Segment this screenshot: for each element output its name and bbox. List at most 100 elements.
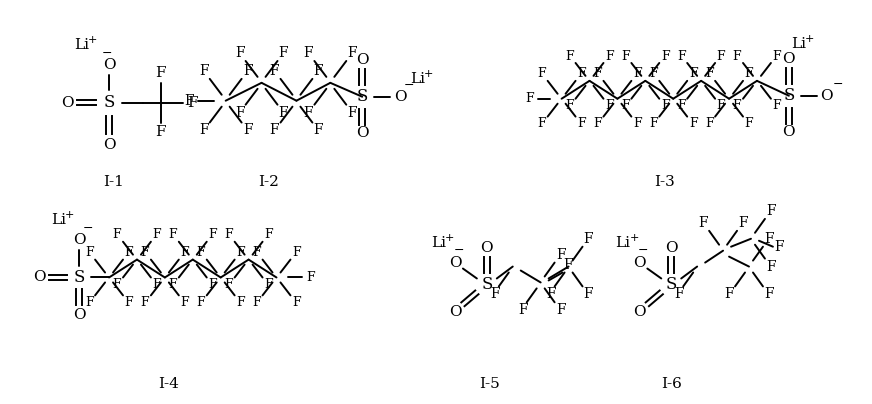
Text: O: O (480, 241, 494, 255)
Text: F: F (303, 105, 313, 120)
Text: F: F (717, 99, 726, 112)
Text: F: F (565, 99, 574, 112)
Text: I-3: I-3 (654, 175, 675, 189)
Text: F: F (766, 259, 776, 274)
Text: F: F (208, 278, 217, 291)
Text: F: F (739, 216, 748, 230)
Text: F: F (555, 248, 565, 262)
Text: Li: Li (74, 38, 89, 52)
Text: F: F (725, 287, 734, 301)
Text: F: F (732, 99, 741, 112)
Text: I-2: I-2 (258, 175, 279, 189)
Text: O: O (821, 89, 833, 103)
Text: S: S (665, 276, 677, 293)
Text: I-6: I-6 (661, 377, 682, 391)
Text: O: O (61, 96, 73, 110)
Text: F: F (555, 303, 565, 317)
Text: F: F (633, 67, 642, 80)
Text: F: F (764, 287, 773, 301)
Text: −: − (833, 78, 843, 91)
Text: F: F (242, 64, 252, 78)
Text: O: O (782, 52, 795, 66)
Text: F: F (773, 99, 781, 112)
Text: F: F (698, 216, 708, 230)
Text: F: F (279, 46, 289, 60)
Text: F: F (766, 204, 776, 218)
Text: I-1: I-1 (104, 175, 125, 189)
Text: F: F (593, 67, 602, 80)
Text: F: F (196, 296, 205, 309)
Text: F: F (306, 271, 315, 284)
Text: F: F (774, 240, 784, 254)
Text: F: F (184, 94, 194, 108)
Text: F: F (674, 287, 684, 301)
Text: O: O (782, 126, 795, 139)
Text: S: S (104, 94, 115, 111)
Text: F: F (199, 64, 208, 78)
Text: F: F (649, 67, 657, 80)
Text: F: F (181, 296, 189, 309)
Text: +: + (88, 35, 98, 45)
Text: F: F (347, 46, 357, 60)
Text: F: F (252, 246, 261, 259)
Text: F: F (621, 50, 630, 63)
Text: Li: Li (616, 236, 630, 250)
Text: F: F (112, 278, 121, 291)
Text: O: O (103, 58, 115, 72)
Text: O: O (633, 305, 645, 319)
Text: F: F (112, 228, 121, 241)
Text: F: F (577, 117, 586, 130)
Text: F: F (677, 50, 685, 63)
Text: F: F (85, 246, 93, 259)
Text: F: F (745, 67, 753, 80)
Text: F: F (689, 67, 698, 80)
Text: F: F (518, 303, 528, 317)
Text: F: F (181, 246, 189, 259)
Text: I-4: I-4 (159, 377, 180, 391)
Text: −: − (638, 244, 649, 257)
Text: F: F (764, 232, 773, 246)
Text: F: F (235, 105, 244, 120)
Text: F: F (224, 278, 233, 291)
Text: F: F (689, 117, 698, 130)
Text: F: F (279, 105, 289, 120)
Text: +: + (805, 34, 814, 44)
Text: −: − (83, 222, 93, 235)
Text: F: F (526, 92, 534, 105)
Text: F: F (269, 64, 279, 78)
Text: F: F (236, 296, 245, 309)
Text: I-5: I-5 (480, 377, 501, 391)
Text: F: F (199, 124, 208, 137)
Text: S: S (783, 87, 794, 104)
Text: F: F (236, 246, 245, 259)
Text: O: O (394, 90, 406, 104)
Text: +: + (445, 233, 454, 243)
Text: F: F (196, 246, 205, 259)
Text: F: F (208, 228, 217, 241)
Text: F: F (605, 99, 614, 112)
Text: F: F (577, 67, 586, 80)
Text: F: F (661, 50, 670, 63)
Text: F: F (661, 99, 670, 112)
Text: F: F (546, 287, 555, 301)
Text: F: F (292, 246, 301, 259)
Text: F: F (85, 296, 93, 309)
Text: O: O (73, 308, 85, 322)
Text: O: O (33, 270, 45, 284)
Text: F: F (155, 126, 167, 139)
Text: F: F (583, 287, 593, 301)
Text: F: F (187, 96, 198, 110)
Text: F: F (593, 117, 602, 130)
Text: F: F (153, 278, 161, 291)
Text: S: S (357, 88, 368, 105)
Text: O: O (103, 139, 115, 152)
Text: F: F (633, 117, 642, 130)
Text: F: F (347, 105, 357, 120)
Text: F: F (537, 67, 546, 80)
Text: F: F (140, 296, 149, 309)
Text: +: + (65, 210, 75, 220)
Text: O: O (356, 53, 369, 67)
Text: F: F (537, 117, 546, 130)
Text: F: F (140, 246, 149, 259)
Text: O: O (665, 241, 678, 255)
